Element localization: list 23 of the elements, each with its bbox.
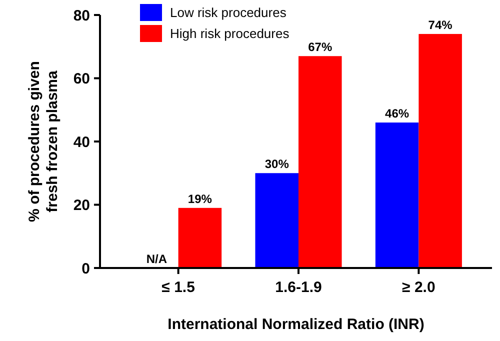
bar xyxy=(418,34,462,268)
y-tick-label: 20 xyxy=(73,197,90,214)
y-axis-title: % of procedures given fresh frozen plasma xyxy=(26,61,61,222)
data-label: 46% xyxy=(385,106,410,121)
legend-label: Low risk procedures xyxy=(170,5,287,20)
x-tick-label: ≤ 1.5 xyxy=(162,279,195,296)
bar xyxy=(298,56,342,268)
x-tick-label: ≥ 2.0 xyxy=(402,279,436,296)
text: N/A xyxy=(146,252,168,266)
x-tick-label: 1.6-1.9 xyxy=(275,279,322,296)
y-tick-label: 60 xyxy=(73,70,90,88)
bar xyxy=(255,173,298,268)
data-label: 67% xyxy=(308,40,332,54)
y-tick-label: 80 xyxy=(73,7,90,24)
bar xyxy=(178,208,222,268)
bar xyxy=(375,122,419,268)
y-tick-label: 0 xyxy=(82,260,90,278)
data-label: 30% xyxy=(264,157,290,172)
legend-label: High risk procedures xyxy=(170,26,290,42)
x-axis-title: International Normalized Ratio (INR) xyxy=(168,316,424,333)
y-tick-label: 40 xyxy=(73,134,90,151)
data-label: 74% xyxy=(428,18,453,32)
data-label: 19% xyxy=(188,192,212,206)
